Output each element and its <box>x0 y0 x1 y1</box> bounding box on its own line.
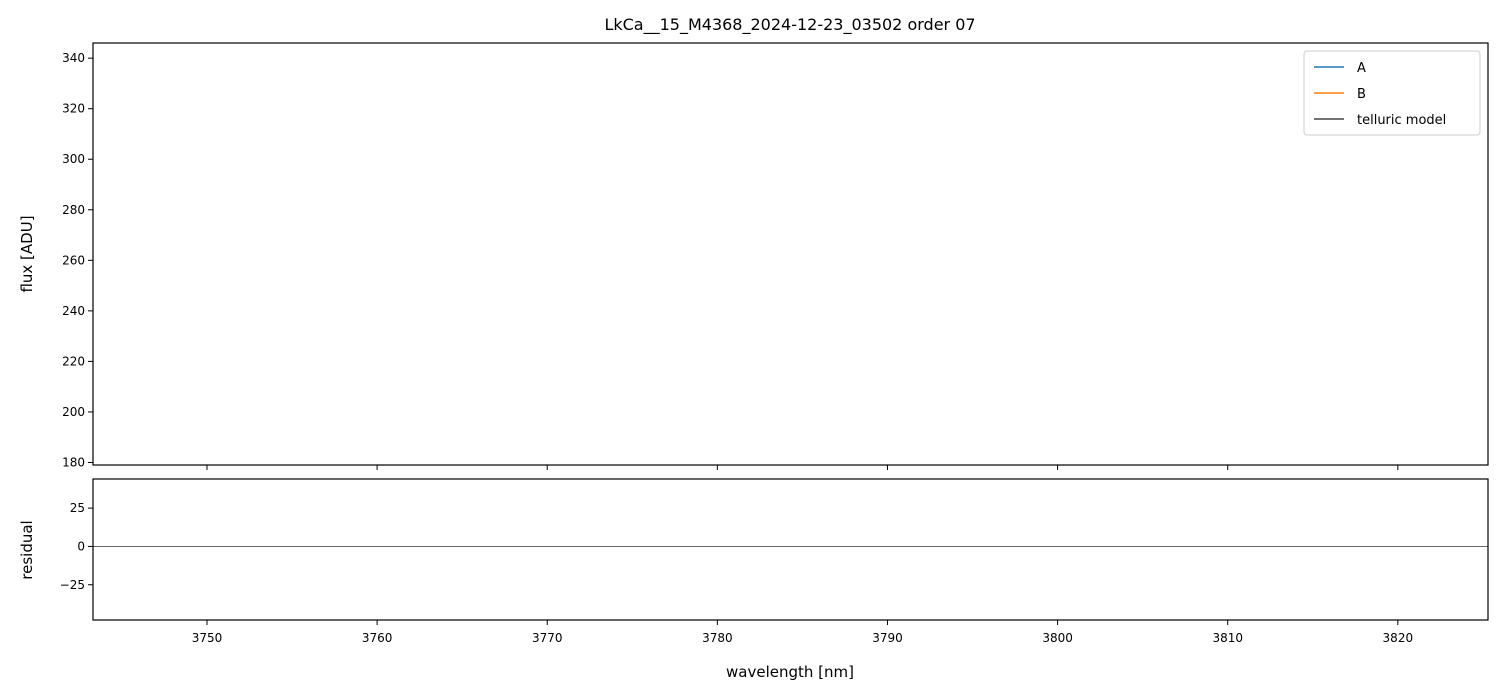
y-tick-label: 280 <box>62 203 85 217</box>
y-tick-label: 320 <box>62 102 85 116</box>
chart-title: LkCa__15_M4368_2024-12-23_03502 order 07 <box>604 15 975 35</box>
bottom-series-group <box>93 546 1488 547</box>
x-tick-label: 3790 <box>872 631 903 645</box>
y-tick-label: 260 <box>62 253 85 267</box>
y-tick-label: 240 <box>62 304 85 318</box>
top-y-axis-label: flux [ADU] <box>18 215 36 292</box>
x-tick-label: 3820 <box>1383 631 1414 645</box>
bottom-axes-frame <box>92 478 1489 621</box>
legend-frame <box>1303 50 1481 136</box>
y-tick-label: −25 <box>60 578 85 592</box>
x-tick-label: 3800 <box>1042 631 1073 645</box>
x-tick-label: 3770 <box>532 631 563 645</box>
y-tick-label: 300 <box>62 152 85 166</box>
y-tick-label: 0 <box>77 539 85 553</box>
x-tick-label: 3750 <box>192 631 223 645</box>
legend-label-b: B <box>1357 87 1366 102</box>
x-tick-label: 3810 <box>1212 631 1243 645</box>
x-axis-label: wavelength [nm] <box>726 663 854 681</box>
y-tick-label: 180 <box>62 455 85 469</box>
y-tick-label: 220 <box>62 354 85 368</box>
top-x-ticks <box>206 465 1399 470</box>
top-y-ticks: 180 200 220 240 260 280 300 320 340 <box>62 51 93 469</box>
bottom-y-axis-label: residual <box>18 520 36 579</box>
top-plot-area: 180 200 220 240 260 280 300 320 340 flux [ADU] <box>18 42 1489 470</box>
legend: A B telluric model <box>1303 50 1481 136</box>
bottom-x-ticks: 3750 3760 3770 3780 3790 3800 3810 3820 <box>192 620 1413 645</box>
y-tick-label: 25 <box>70 501 85 515</box>
y-tick-label: 200 <box>62 405 85 419</box>
x-tick-label: 3760 <box>362 631 393 645</box>
legend-label-telluric: telluric model <box>1357 113 1446 128</box>
legend-label-a: A <box>1357 61 1366 76</box>
top-axes-frame <box>92 42 1489 466</box>
x-tick-label: 3780 <box>702 631 733 645</box>
y-tick-label: 340 <box>62 51 85 65</box>
bottom-y-ticks: −25 0 25 <box>60 501 93 592</box>
